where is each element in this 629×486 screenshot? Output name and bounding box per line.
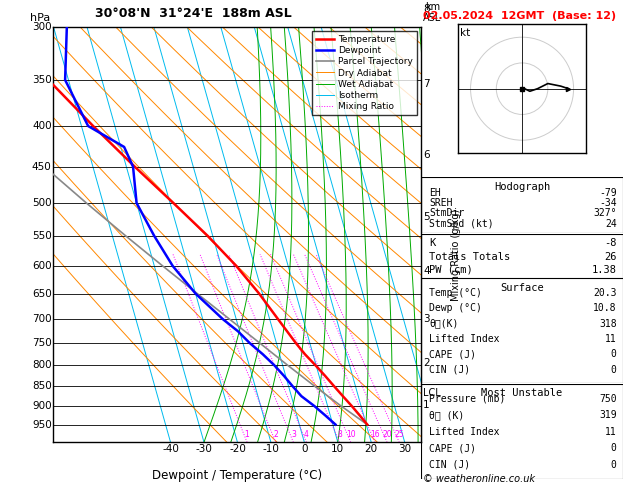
Text: -10: -10 (262, 444, 279, 454)
Text: © weatheronline.co.uk: © weatheronline.co.uk (423, 474, 535, 484)
Text: 319: 319 (599, 410, 616, 420)
Text: 750: 750 (32, 338, 52, 348)
Text: 4: 4 (304, 430, 309, 439)
Text: 750: 750 (599, 394, 616, 404)
Text: Lifted Index: Lifted Index (430, 334, 500, 344)
Text: 20: 20 (382, 430, 392, 439)
Text: 1.38: 1.38 (592, 265, 616, 275)
Text: -8: -8 (604, 239, 616, 248)
Text: PW (cm): PW (cm) (430, 265, 473, 275)
Text: CAPE (J): CAPE (J) (430, 443, 477, 453)
Text: -20: -20 (229, 444, 246, 454)
Text: 4: 4 (423, 265, 430, 276)
Text: 1: 1 (423, 400, 430, 410)
Text: 850: 850 (32, 381, 52, 391)
Text: LCL: LCL (423, 388, 441, 398)
Text: 0: 0 (611, 443, 616, 453)
Text: 8: 8 (337, 430, 342, 439)
Text: 10: 10 (346, 430, 355, 439)
Text: 400: 400 (32, 121, 52, 131)
Text: 02.05.2024  12GMT  (Base: 12): 02.05.2024 12GMT (Base: 12) (423, 11, 616, 21)
Text: Most Unstable: Most Unstable (481, 388, 563, 398)
Text: -30: -30 (196, 444, 213, 454)
Text: 700: 700 (32, 314, 52, 324)
Text: Totals Totals: Totals Totals (430, 252, 511, 261)
Text: CIN (J): CIN (J) (430, 365, 470, 375)
Text: Dewp (°C): Dewp (°C) (430, 303, 482, 313)
Text: 20.3: 20.3 (593, 288, 616, 297)
Text: 318: 318 (599, 318, 616, 329)
Text: -40: -40 (162, 444, 179, 454)
Text: 11: 11 (605, 427, 616, 437)
Text: StmSpd (kt): StmSpd (kt) (430, 219, 494, 228)
Text: Surface: Surface (500, 283, 544, 293)
Text: Hodograph: Hodograph (494, 182, 550, 192)
Text: 3: 3 (423, 314, 430, 324)
Text: K: K (430, 239, 436, 248)
Text: 2: 2 (423, 358, 430, 368)
Text: 11: 11 (605, 334, 616, 344)
Text: Dewpoint / Temperature (°C): Dewpoint / Temperature (°C) (152, 469, 323, 482)
Text: 5: 5 (423, 211, 430, 222)
Text: 16: 16 (370, 430, 380, 439)
Text: EH: EH (430, 188, 441, 197)
Text: 0: 0 (611, 460, 616, 470)
Legend: Temperature, Dewpoint, Parcel Trajectory, Dry Adiabat, Wet Adiabat, Isotherm, Mi: Temperature, Dewpoint, Parcel Trajectory… (312, 31, 417, 115)
Text: 1: 1 (245, 430, 250, 439)
Text: 26: 26 (604, 252, 616, 261)
Text: 0: 0 (611, 349, 616, 360)
Text: Lifted Index: Lifted Index (430, 427, 500, 437)
Text: 900: 900 (32, 401, 52, 411)
Text: 25: 25 (394, 430, 404, 439)
Text: θᴄ(K): θᴄ(K) (430, 318, 459, 329)
Text: 30: 30 (398, 444, 411, 454)
Text: Mixing Ratio (g/kg): Mixing Ratio (g/kg) (452, 209, 462, 301)
Text: SREH: SREH (430, 198, 453, 208)
Text: 327°: 327° (593, 208, 616, 218)
Text: 3: 3 (291, 430, 296, 439)
Text: 20: 20 (365, 444, 378, 454)
Text: 0: 0 (611, 365, 616, 375)
Text: CAPE (J): CAPE (J) (430, 349, 477, 360)
Text: 600: 600 (32, 261, 52, 271)
Text: 500: 500 (32, 198, 52, 208)
Text: 300: 300 (32, 22, 52, 32)
Text: 950: 950 (32, 419, 52, 430)
Text: CIN (J): CIN (J) (430, 460, 470, 470)
Text: 0: 0 (301, 444, 308, 454)
Text: 30°08'N  31°24'E  188m ASL: 30°08'N 31°24'E 188m ASL (95, 7, 292, 20)
Text: 650: 650 (32, 289, 52, 298)
Text: 450: 450 (32, 162, 52, 172)
Text: 2: 2 (273, 430, 278, 439)
Text: Pressure (mb): Pressure (mb) (430, 394, 506, 404)
Text: 24: 24 (605, 219, 616, 228)
Text: 800: 800 (32, 360, 52, 370)
Text: hPa: hPa (30, 13, 50, 22)
Text: 8: 8 (423, 4, 430, 14)
Text: StmDir: StmDir (430, 208, 465, 218)
Text: kt: kt (460, 28, 470, 38)
Text: 550: 550 (32, 231, 52, 241)
Text: θᴄ (K): θᴄ (K) (430, 410, 465, 420)
Text: Temp (°C): Temp (°C) (430, 288, 482, 297)
Text: 6: 6 (423, 150, 430, 160)
Text: 10.8: 10.8 (593, 303, 616, 313)
Text: -34: -34 (599, 198, 616, 208)
Text: 350: 350 (32, 75, 52, 85)
Text: -79: -79 (599, 188, 616, 197)
Text: 10: 10 (331, 444, 344, 454)
Text: 7: 7 (423, 79, 430, 89)
Text: km
ASL: km ASL (423, 2, 442, 22)
